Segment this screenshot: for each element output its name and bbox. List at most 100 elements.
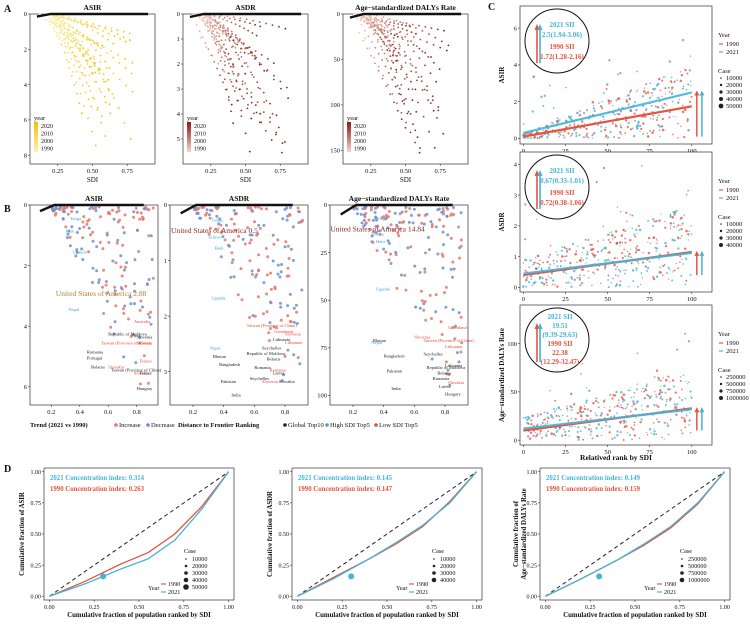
- data-point: [206, 22, 209, 25]
- data-point: [579, 430, 582, 433]
- data-point: [613, 135, 616, 138]
- data-point: [668, 278, 670, 280]
- data-point: [90, 25, 93, 28]
- data-point: [78, 50, 81, 52]
- data-point: [544, 129, 547, 132]
- data-point: [663, 264, 666, 266]
- data-point: [400, 93, 402, 96]
- data-point: [679, 237, 682, 240]
- data-point: [656, 418, 658, 421]
- ci-2021-label: 2021 Concentration index: 0.149: [546, 475, 641, 482]
- data-point: [612, 238, 614, 240]
- data-point: [297, 221, 301, 225]
- data-point: [641, 261, 645, 264]
- data-point: [635, 409, 637, 411]
- data-point: [83, 67, 86, 70]
- data-point: [373, 29, 375, 31]
- data-point: [620, 110, 623, 113]
- data-point: [85, 81, 88, 84]
- data-point: [117, 54, 119, 56]
- data-point: [539, 413, 542, 416]
- data-point: [591, 252, 594, 255]
- data-point: [664, 93, 667, 95]
- data-point: [434, 36, 437, 39]
- data-point: [411, 221, 415, 225]
- data-point: [404, 210, 408, 213]
- data-point: [401, 100, 404, 102]
- data-point: [91, 130, 93, 133]
- data-point: [664, 391, 667, 394]
- data-point: [587, 409, 589, 411]
- plot-frame: [291, 467, 483, 601]
- x-tick-label: 1.00: [223, 605, 234, 611]
- data-point: [625, 421, 627, 423]
- x-tick-label: 0.50: [240, 168, 251, 175]
- data-point: [430, 27, 433, 29]
- data-point: [381, 20, 384, 23]
- data-point: [373, 62, 376, 65]
- data-point: [539, 432, 542, 435]
- data-point: [650, 432, 652, 434]
- data-point: [566, 410, 569, 412]
- data-point: [99, 54, 102, 57]
- data-point: [409, 63, 412, 65]
- data-point: [431, 95, 434, 98]
- data-point: [362, 39, 365, 42]
- data-point: [641, 409, 644, 411]
- data-point: [660, 125, 664, 128]
- data-point: [544, 423, 547, 425]
- data-point: [678, 229, 681, 231]
- data-point: [232, 238, 236, 242]
- data-point: [540, 95, 543, 99]
- data-point: [529, 275, 533, 278]
- x-tick-label: 0.50: [630, 605, 641, 611]
- legend-case-title: Case: [718, 367, 731, 374]
- data-point: [652, 276, 654, 278]
- data-point: [78, 60, 81, 63]
- data-point: [587, 428, 591, 431]
- data-point: [622, 419, 624, 422]
- data-point: [570, 409, 572, 411]
- data-point: [624, 414, 626, 416]
- data-point: [667, 375, 670, 378]
- country-label-low-sdi: Greenland: [448, 325, 467, 330]
- data-point: [422, 222, 426, 226]
- legend-case-dot: [719, 243, 723, 247]
- data-point: [99, 61, 102, 63]
- data-point: [589, 418, 592, 420]
- data-point: [122, 355, 126, 359]
- data-point: [387, 39, 390, 42]
- data-point: [418, 271, 422, 274]
- data-point: [86, 21, 89, 23]
- data-point: [285, 86, 288, 89]
- data-point: [91, 230, 95, 234]
- data-point: [213, 28, 216, 30]
- y-tick-label: 4: [177, 111, 181, 118]
- data-point: [61, 44, 63, 47]
- panel-title: ASDR: [229, 194, 250, 203]
- legend-year-label: 1990: [726, 340, 739, 347]
- data-point: [222, 25, 225, 27]
- legend-case-label: 40000: [726, 242, 742, 249]
- data-point: [386, 83, 389, 86]
- data-point: [418, 57, 421, 59]
- data-point: [530, 423, 533, 426]
- data-point: [86, 52, 89, 55]
- data-point: [623, 248, 626, 251]
- data-point: [683, 214, 686, 217]
- data-point: [204, 16, 207, 18]
- data-point: [113, 35, 116, 37]
- data-point: [675, 209, 678, 213]
- data-point: [597, 423, 601, 426]
- data-point: [365, 19, 368, 21]
- data-point: [218, 40, 221, 43]
- legend-year-label: 2021: [168, 589, 180, 596]
- country-label-high-sdi: Uganda: [211, 295, 225, 300]
- data-point: [558, 428, 560, 430]
- data-point: [552, 259, 555, 262]
- data-point: [54, 206, 58, 210]
- data-point: [579, 410, 582, 413]
- data-point: [100, 121, 103, 124]
- data-point: [561, 131, 563, 133]
- data-point: [588, 277, 590, 279]
